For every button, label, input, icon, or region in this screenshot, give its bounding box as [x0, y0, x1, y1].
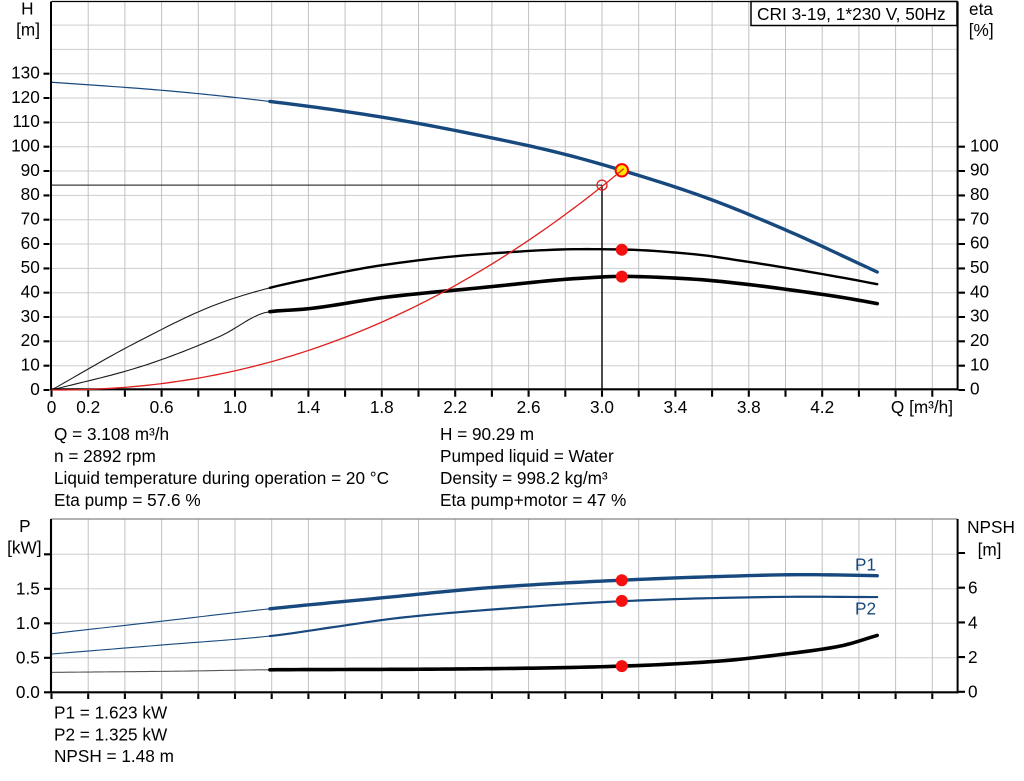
- svg-text:130: 130: [11, 63, 40, 83]
- svg-text:30: 30: [21, 306, 40, 326]
- svg-text:P1 = 1.623 kW: P1 = 1.623 kW: [54, 703, 168, 723]
- svg-text:H: H: [21, 0, 33, 19]
- svg-text:60: 60: [970, 233, 989, 253]
- svg-text:[kW]: [kW]: [7, 537, 41, 557]
- svg-text:Eta pump = 57.6 %: Eta pump = 57.6 %: [54, 490, 201, 510]
- svg-text:NPSH = 1.48 m: NPSH = 1.48 m: [54, 746, 174, 766]
- svg-text:90: 90: [21, 160, 40, 180]
- svg-text:P1: P1: [855, 555, 876, 575]
- svg-text:NPSH: NPSH: [967, 517, 1015, 537]
- svg-text:90: 90: [970, 160, 989, 180]
- svg-text:1.8: 1.8: [370, 397, 394, 417]
- svg-text:0.0: 0.0: [16, 682, 40, 702]
- svg-text:2: 2: [968, 647, 978, 667]
- svg-text:Q [m³/h]: Q [m³/h]: [891, 397, 953, 417]
- svg-text:P: P: [19, 516, 30, 536]
- svg-text:H = 90.29 m: H = 90.29 m: [440, 424, 534, 444]
- svg-text:0: 0: [970, 379, 980, 399]
- svg-text:P2 = 1.325 kW: P2 = 1.325 kW: [54, 724, 168, 744]
- svg-text:2.6: 2.6: [517, 397, 541, 417]
- svg-text:CRI 3-19, 1*230 V, 50Hz: CRI 3-19, 1*230 V, 50Hz: [757, 4, 946, 24]
- svg-text:P2: P2: [855, 599, 876, 619]
- svg-text:0.2: 0.2: [76, 397, 100, 417]
- svg-text:4: 4: [968, 612, 978, 632]
- svg-text:3.4: 3.4: [663, 397, 687, 417]
- svg-text:[m]: [m]: [978, 540, 1002, 560]
- svg-text:1.0: 1.0: [16, 613, 40, 633]
- svg-text:eta: eta: [969, 0, 993, 19]
- svg-text:[%]: [%]: [969, 20, 994, 40]
- svg-text:1.4: 1.4: [296, 397, 320, 417]
- svg-text:50: 50: [970, 257, 989, 277]
- svg-text:70: 70: [970, 208, 989, 228]
- svg-text:80: 80: [21, 184, 40, 204]
- svg-text:1.5: 1.5: [16, 579, 40, 599]
- svg-text:1.0: 1.0: [223, 397, 247, 417]
- svg-text:Pumped liquid = Water: Pumped liquid = Water: [440, 446, 614, 466]
- svg-text:6: 6: [968, 578, 978, 598]
- svg-text:n = 2892 rpm: n = 2892 rpm: [54, 446, 156, 466]
- svg-text:3.0: 3.0: [590, 397, 614, 417]
- svg-text:110: 110: [12, 111, 39, 131]
- svg-text:0.6: 0.6: [150, 397, 174, 417]
- svg-text:0: 0: [47, 397, 57, 417]
- svg-text:80: 80: [970, 184, 989, 204]
- svg-text:3.8: 3.8: [737, 397, 761, 417]
- svg-text:Eta pump+motor = 47 %: Eta pump+motor = 47 %: [440, 490, 626, 510]
- svg-text:Liquid temperature during oper: Liquid temperature during operation = 20…: [54, 468, 389, 488]
- svg-text:120: 120: [11, 87, 40, 107]
- svg-text:0: 0: [30, 379, 40, 399]
- svg-text:30: 30: [970, 306, 989, 326]
- svg-text:100: 100: [11, 136, 40, 156]
- svg-text:0.5: 0.5: [16, 648, 40, 668]
- svg-text:50: 50: [21, 257, 40, 277]
- svg-text:10: 10: [21, 355, 40, 375]
- svg-text:Q = 3.108 m³/h: Q = 3.108 m³/h: [54, 424, 169, 444]
- svg-text:Density = 998.2 kg/m³: Density = 998.2 kg/m³: [440, 468, 608, 488]
- svg-text:2.2: 2.2: [443, 397, 467, 417]
- svg-text:20: 20: [970, 330, 989, 350]
- svg-text:0: 0: [968, 682, 978, 702]
- svg-text:60: 60: [21, 233, 40, 253]
- svg-text:40: 40: [970, 281, 989, 301]
- svg-text:20: 20: [21, 330, 40, 350]
- svg-text:100: 100: [970, 135, 999, 155]
- svg-text:[m]: [m]: [16, 20, 40, 40]
- svg-text:10: 10: [970, 354, 989, 374]
- svg-text:40: 40: [21, 282, 40, 302]
- svg-text:70: 70: [21, 209, 40, 229]
- svg-text:4.2: 4.2: [810, 397, 834, 417]
